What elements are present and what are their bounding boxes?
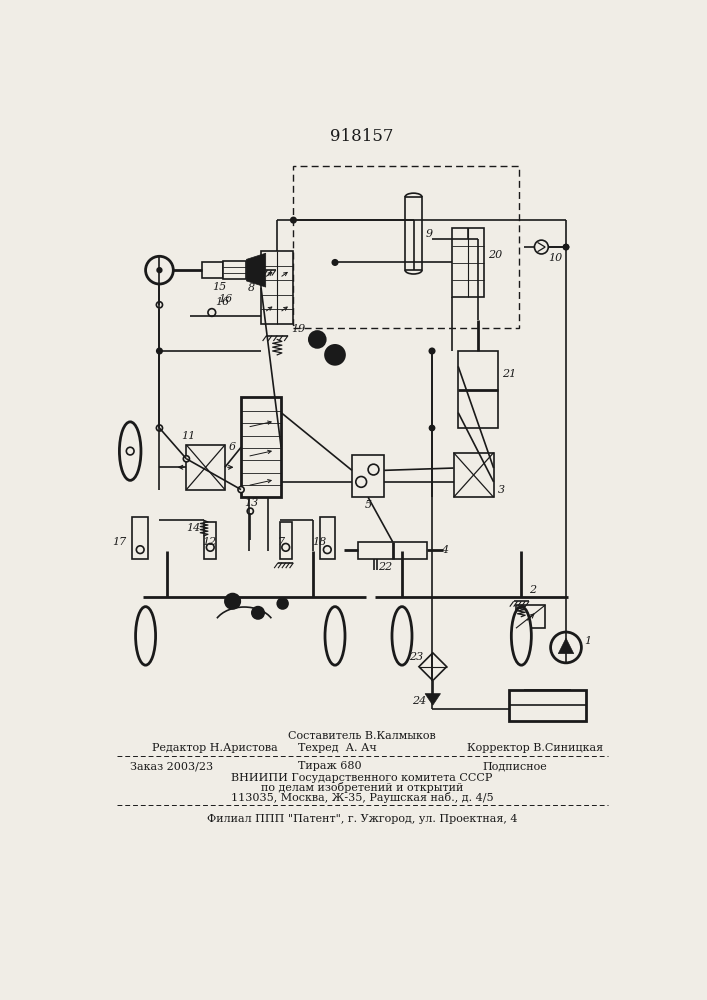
Circle shape (277, 598, 288, 609)
Text: 918157: 918157 (330, 128, 394, 145)
Text: Подписное: Подписное (483, 761, 548, 771)
Circle shape (563, 244, 568, 250)
Text: 12: 12 (202, 537, 216, 547)
Bar (358, 542, 428, 559)
Bar (187, 445, 225, 490)
Bar (454, 453, 493, 497)
Circle shape (146, 256, 173, 284)
Text: 4: 4 (440, 545, 448, 555)
Circle shape (156, 302, 163, 308)
Bar (279, 522, 292, 559)
Bar (509, 690, 586, 721)
Text: ВНИИПИ Государственного комитета СССР: ВНИИПИ Государственного комитета СССР (231, 773, 493, 783)
Text: 21: 21 (502, 369, 516, 379)
Text: 18: 18 (312, 537, 327, 547)
Text: 2: 2 (530, 585, 537, 595)
Circle shape (291, 217, 296, 223)
Bar (458, 351, 498, 428)
Bar (352, 455, 385, 497)
Bar (241, 397, 281, 497)
Text: 113035, Москва, Ж-35, Раушская наб., д. 4/5: 113035, Москва, Ж-35, Раушская наб., д. … (230, 792, 493, 803)
Circle shape (563, 244, 568, 250)
Circle shape (324, 546, 331, 554)
Bar (516, 605, 545, 628)
Text: Корректор В.Синицкая: Корректор В.Синицкая (467, 743, 604, 753)
Text: 16: 16 (218, 294, 232, 304)
Polygon shape (419, 653, 447, 681)
Circle shape (208, 309, 216, 316)
Text: 5: 5 (365, 500, 372, 510)
Circle shape (238, 487, 244, 493)
Text: Филиал ППП "Патент", г. Ужгород, ул. Проектная, 4: Филиал ППП "Патент", г. Ужгород, ул. Про… (206, 814, 518, 824)
Ellipse shape (392, 607, 412, 665)
Circle shape (429, 425, 435, 431)
Circle shape (157, 348, 162, 354)
Text: Заказ 2003/23: Заказ 2003/23 (130, 761, 214, 771)
Circle shape (127, 447, 134, 455)
Circle shape (429, 348, 435, 354)
Text: 7: 7 (278, 537, 285, 547)
Text: 8: 8 (248, 283, 255, 293)
Text: 10: 10 (548, 253, 562, 263)
Circle shape (225, 594, 240, 609)
Text: 1: 1 (584, 636, 591, 646)
Bar (204, 522, 216, 559)
Circle shape (247, 508, 253, 514)
Circle shape (332, 260, 338, 265)
Circle shape (551, 632, 581, 663)
Bar (201, 262, 223, 278)
Circle shape (282, 543, 290, 551)
Text: 9: 9 (426, 229, 433, 239)
Text: по делам изобретений и открытий: по делам изобретений и открытий (261, 782, 463, 793)
Text: 3: 3 (498, 485, 505, 495)
Ellipse shape (325, 607, 345, 665)
Text: 6: 6 (228, 442, 235, 452)
Bar (132, 517, 148, 559)
Circle shape (157, 268, 162, 272)
Circle shape (252, 607, 264, 619)
Circle shape (183, 456, 189, 462)
Text: 22: 22 (378, 562, 392, 572)
Bar (261, 251, 293, 324)
Ellipse shape (511, 607, 532, 665)
Polygon shape (425, 694, 440, 705)
Polygon shape (559, 638, 573, 654)
Text: 11: 11 (182, 431, 196, 441)
Bar (452, 228, 484, 297)
Bar (293, 166, 519, 328)
Text: 16: 16 (216, 297, 230, 307)
Ellipse shape (136, 607, 156, 665)
Circle shape (356, 477, 366, 487)
Ellipse shape (119, 422, 141, 480)
Text: 17: 17 (112, 537, 127, 547)
Circle shape (206, 543, 214, 551)
Polygon shape (247, 253, 266, 287)
Text: Тираж 680: Тираж 680 (298, 761, 362, 771)
Text: Редактор Н.Аристова: Редактор Н.Аристова (152, 743, 277, 753)
Text: 13: 13 (245, 498, 259, 508)
Text: 24: 24 (411, 696, 426, 706)
Text: 19: 19 (291, 324, 305, 334)
Circle shape (534, 240, 549, 254)
Text: 14: 14 (186, 523, 201, 533)
Circle shape (325, 345, 345, 365)
Bar (320, 517, 335, 559)
Text: Техред  А. Ач: Техред А. Ач (298, 743, 377, 753)
Circle shape (309, 331, 326, 348)
Circle shape (136, 546, 144, 554)
Circle shape (368, 464, 379, 475)
Bar (405, 197, 422, 270)
Text: 20: 20 (488, 250, 502, 260)
Text: 15: 15 (212, 282, 227, 292)
Text: Составитель В.Калмыков: Составитель В.Калмыков (288, 731, 436, 741)
Text: 23: 23 (409, 652, 423, 662)
Bar (223, 261, 247, 279)
Circle shape (156, 425, 163, 431)
